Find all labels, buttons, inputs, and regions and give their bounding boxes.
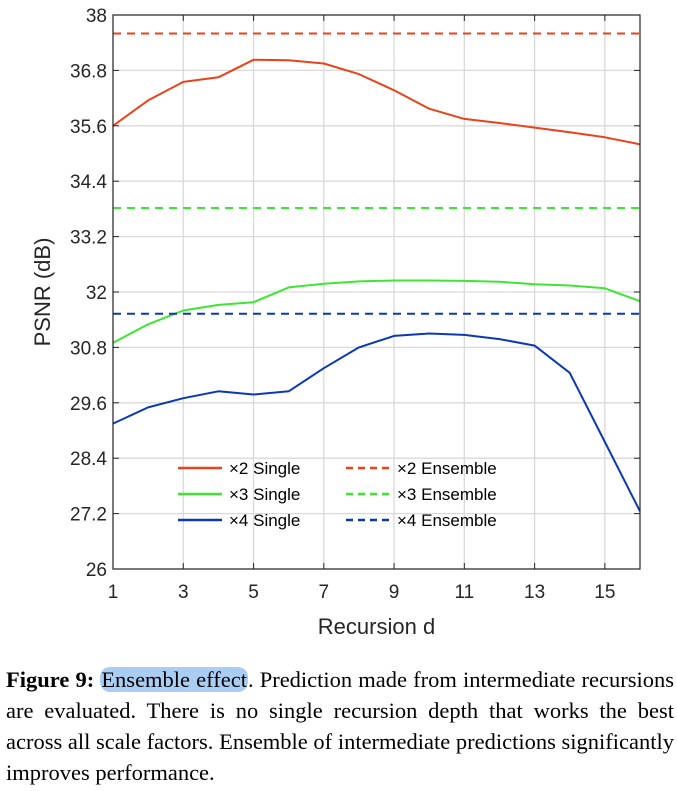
caption-label: Figure 9: xyxy=(6,667,95,692)
x-tick-label: 9 xyxy=(389,582,400,603)
x-tick-label: 13 xyxy=(524,582,545,603)
x-axis-label: Recursion d xyxy=(318,614,435,639)
y-tick-label: 34.4 xyxy=(70,172,107,193)
legend-label: ×4 Ensemble xyxy=(397,511,497,530)
y-tick-label: 27.2 xyxy=(70,505,107,526)
y-tick-label: 30.8 xyxy=(70,338,107,359)
y-tick-label: 26 xyxy=(86,560,107,581)
legend-label: ×4 Single xyxy=(229,511,300,530)
series-line xyxy=(112,332,641,512)
figure-caption: Figure 9: Ensemble effect. Prediction ma… xyxy=(6,664,674,788)
series-line xyxy=(112,279,641,344)
caption-highlight: Ensemble effect xyxy=(100,667,248,692)
grid-lines xyxy=(112,14,640,570)
axis-ticks: 1 3 5 7 9 11 13 152627.228.429.630.83233.234.43… xyxy=(70,6,640,603)
y-tick-label: 28.4 xyxy=(70,449,107,470)
x-tick-label: 15 xyxy=(594,582,615,603)
y-axis-label: PSNR (dB) xyxy=(30,238,55,347)
y-tick-label: 32 xyxy=(86,283,107,304)
x-tick-label: 5 xyxy=(248,582,259,603)
x-tick-label: 1 xyxy=(108,582,119,603)
legend: ×2 Single ×3 Single ×4 Single ×2 Ensemble ×3… xyxy=(178,459,497,530)
x-tick-label: 7 xyxy=(319,582,330,603)
series-line xyxy=(112,58,641,146)
caption-text: . Prediction made from intermediate recu… xyxy=(6,667,675,785)
x-tick-label: 3 xyxy=(178,582,189,603)
y-tick-label: 29.6 xyxy=(70,394,107,415)
y-tick-label: 35.6 xyxy=(70,117,107,138)
y-tick-label: 36.8 xyxy=(70,61,107,82)
x-tick-label: 11 xyxy=(454,582,474,603)
chart: 1 3 5 7 9 11 13 152627.228.429.630.83233.234.43… xyxy=(30,6,641,639)
y-tick-label: 33.2 xyxy=(70,228,107,249)
y-tick-label: 38 xyxy=(86,6,107,27)
legend-label: ×3 Single xyxy=(229,485,300,504)
legend-label: ×2 Single xyxy=(229,459,300,478)
series-layer xyxy=(112,32,641,512)
legend-label: ×2 Ensemble xyxy=(397,459,497,478)
legend-label: ×3 Ensemble xyxy=(397,485,497,504)
